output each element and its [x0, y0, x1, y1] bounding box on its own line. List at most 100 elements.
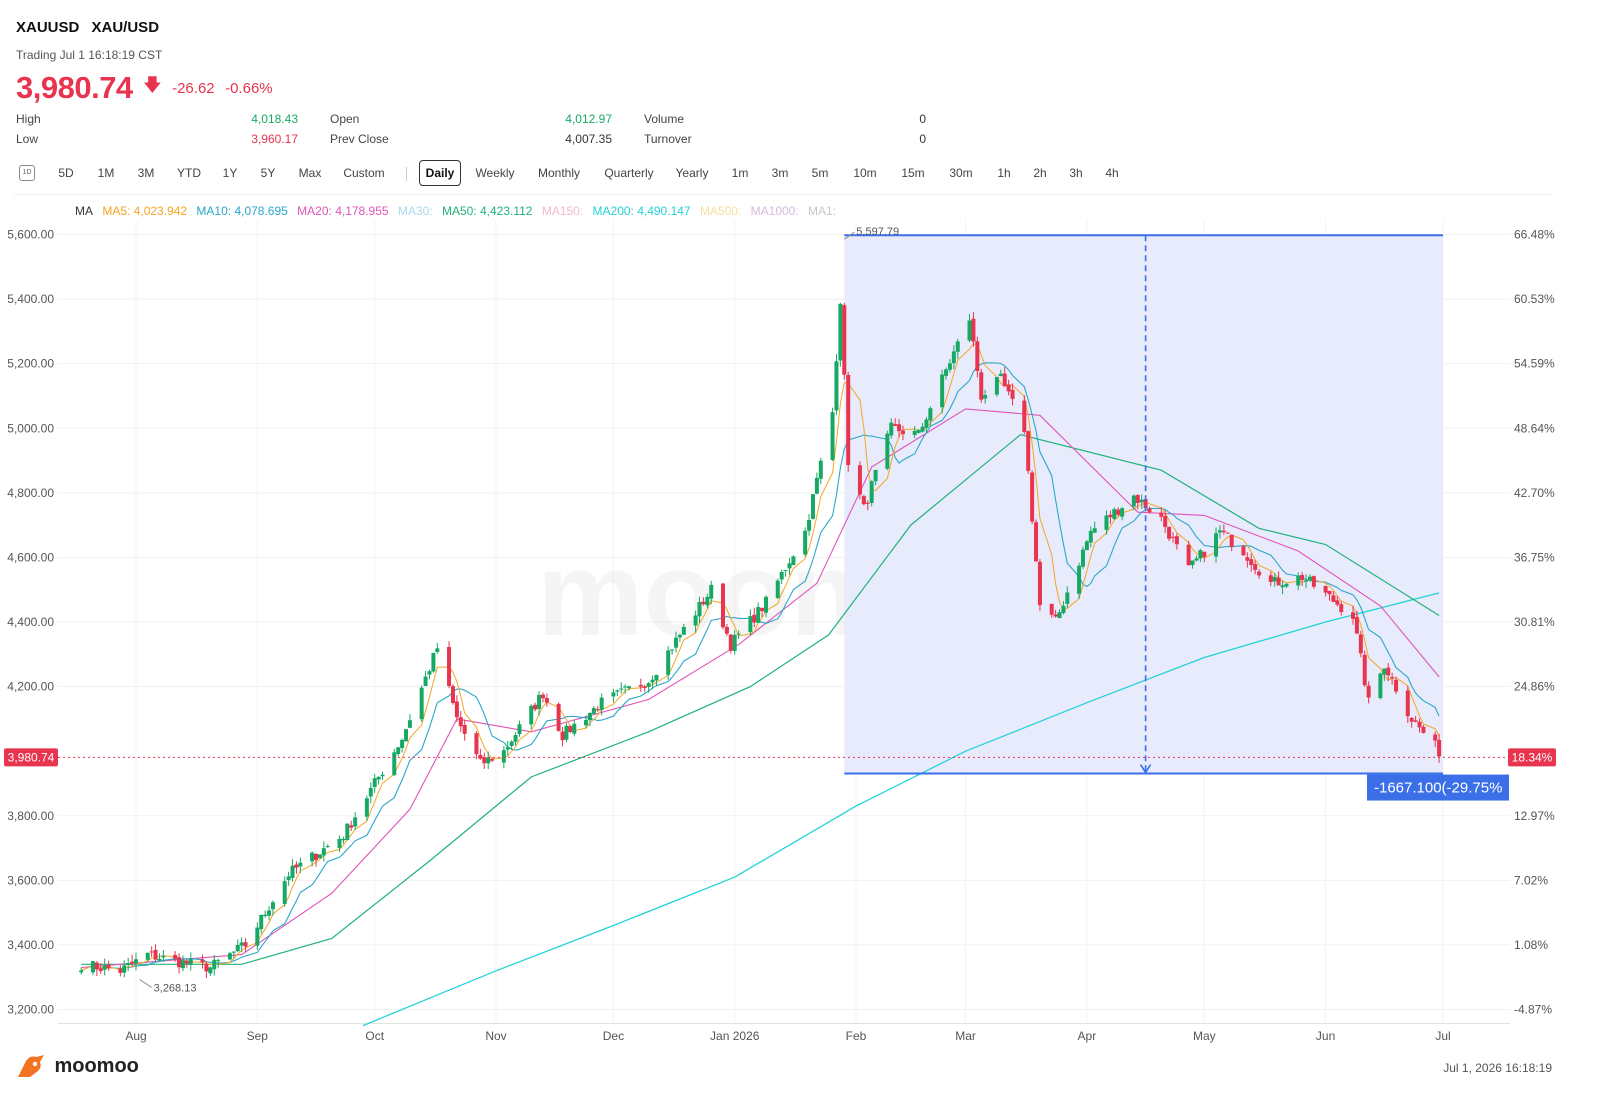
- candle-body: [145, 952, 150, 960]
- candle-body: [372, 778, 377, 788]
- y-tick-label: 4,600.00: [7, 550, 54, 564]
- candle-body: [1358, 634, 1363, 654]
- toolbar-divider: [14, 194, 1552, 195]
- period-tab[interactable]: Quarterly: [604, 166, 654, 180]
- ma-legend-item: MA150:: [541, 204, 584, 218]
- candle-body: [1307, 576, 1312, 581]
- period-tab-active[interactable]: Daily: [419, 160, 461, 186]
- candle-body: [650, 679, 655, 683]
- candle-body: [255, 927, 260, 946]
- candle-body: [1327, 590, 1332, 595]
- candle-body: [1131, 495, 1136, 507]
- candle-body: [407, 720, 412, 728]
- candle-body: [838, 303, 843, 361]
- candle-body: [619, 688, 624, 690]
- x-tick-label: May: [1193, 1029, 1216, 1043]
- candle-body: [642, 686, 647, 689]
- candle-body: [568, 726, 573, 732]
- period-tab[interactable]: 15m: [901, 166, 925, 180]
- candle-body: [564, 725, 569, 740]
- candle-body: [572, 723, 577, 734]
- range-tab[interactable]: YTD: [177, 166, 201, 180]
- candle-body: [79, 970, 84, 973]
- period-tab[interactable]: 2h: [1033, 166, 1047, 180]
- right-tick-label: 7.02%: [1514, 873, 1548, 887]
- last-price-tag-left: [4, 748, 58, 767]
- x-tick-label: Mar: [955, 1029, 976, 1043]
- right-tick-label: 24.86%: [1514, 680, 1555, 694]
- x-tick-label: Jan 2026: [710, 1029, 760, 1043]
- y-tick-label: 3,600.00: [7, 873, 54, 887]
- period-tab[interactable]: Monthly: [537, 166, 581, 180]
- candle-body: [591, 708, 596, 714]
- candle-body: [857, 465, 862, 495]
- period-tab[interactable]: Weekly: [475, 166, 515, 180]
- candle-body: [1022, 400, 1027, 432]
- period-tab[interactable]: 10m: [853, 166, 877, 180]
- period-tab[interactable]: 1h: [997, 166, 1011, 180]
- candle-body: [396, 747, 401, 755]
- y-tick-label: 4,800.00: [7, 486, 54, 500]
- candle-body: [779, 572, 784, 580]
- right-tick-label: 42.70%: [1514, 486, 1555, 500]
- candle-body: [1139, 499, 1144, 503]
- x-tick-label: Oct: [365, 1029, 384, 1043]
- period-tab[interactable]: 1m: [731, 166, 749, 180]
- measure-result-box: [1367, 774, 1509, 801]
- candle-body: [298, 862, 303, 867]
- price-chart[interactable]: 5,600.00 66.48% 5,400.00 60.53% 5,200.00 54.5…: [0, 220, 1600, 1050]
- candle-body: [1214, 533, 1219, 557]
- candle-body: [967, 320, 972, 341]
- ma-legend-item: MA500:: [699, 204, 742, 218]
- candle-body: [231, 951, 236, 953]
- range-tab[interactable]: 1M: [97, 166, 115, 180]
- candle-body: [775, 580, 780, 598]
- candle-body: [1437, 739, 1442, 757]
- candle-body: [916, 430, 921, 433]
- candle-body: [760, 607, 765, 612]
- x-tick-label: Sep: [247, 1029, 269, 1043]
- period-tab[interactable]: 4h: [1105, 166, 1119, 180]
- candle-body: [810, 494, 815, 519]
- period-tab[interactable]: 30m: [949, 166, 973, 180]
- period-tab[interactable]: Yearly: [675, 166, 709, 180]
- candle-body: [1284, 583, 1289, 587]
- range-tab[interactable]: Max: [298, 166, 322, 180]
- candle-body: [462, 724, 467, 734]
- range-tab[interactable]: Custom: [343, 166, 385, 180]
- candle-body: [998, 373, 1003, 377]
- candle-body: [122, 965, 127, 973]
- range-tab[interactable]: 1Y: [222, 166, 238, 180]
- candle-body: [1135, 495, 1140, 503]
- x-tick-label: Nov: [485, 1029, 506, 1043]
- candle-body: [1382, 668, 1387, 675]
- candle-body: [270, 902, 275, 910]
- candle-body: [944, 369, 949, 376]
- price-row: 3,980.74 🡇 -26.62 -0.66%: [16, 70, 273, 110]
- period-tab[interactable]: 3h: [1069, 166, 1083, 180]
- candle-body: [102, 965, 107, 970]
- candle-body: [259, 914, 264, 930]
- candle-body: [1186, 544, 1191, 566]
- candle-body: [623, 686, 628, 688]
- candle-body: [885, 433, 890, 469]
- candle-body: [314, 853, 319, 860]
- y-tick-label: 3,200.00: [7, 1003, 54, 1017]
- candle-body: [983, 395, 988, 399]
- right-tick-label: 54.59%: [1514, 357, 1555, 371]
- candle-body: [889, 422, 894, 436]
- candle-body: [865, 502, 870, 504]
- low-label: Low: [16, 132, 39, 146]
- candle-body: [1037, 561, 1042, 606]
- candle-body: [869, 481, 874, 503]
- range-tab[interactable]: 5D: [58, 166, 74, 180]
- candle-body: [529, 705, 534, 725]
- period-tab[interactable]: 3m: [771, 166, 789, 180]
- range-tab[interactable]: 5Y: [260, 166, 276, 180]
- range-tab[interactable]: 3M: [137, 166, 155, 180]
- candle-body: [1280, 585, 1285, 588]
- candle-body: [1323, 586, 1328, 593]
- period-icon-button[interactable]: 1D: [19, 165, 35, 181]
- period-tab[interactable]: 5m: [811, 166, 829, 180]
- candle-body: [920, 426, 925, 432]
